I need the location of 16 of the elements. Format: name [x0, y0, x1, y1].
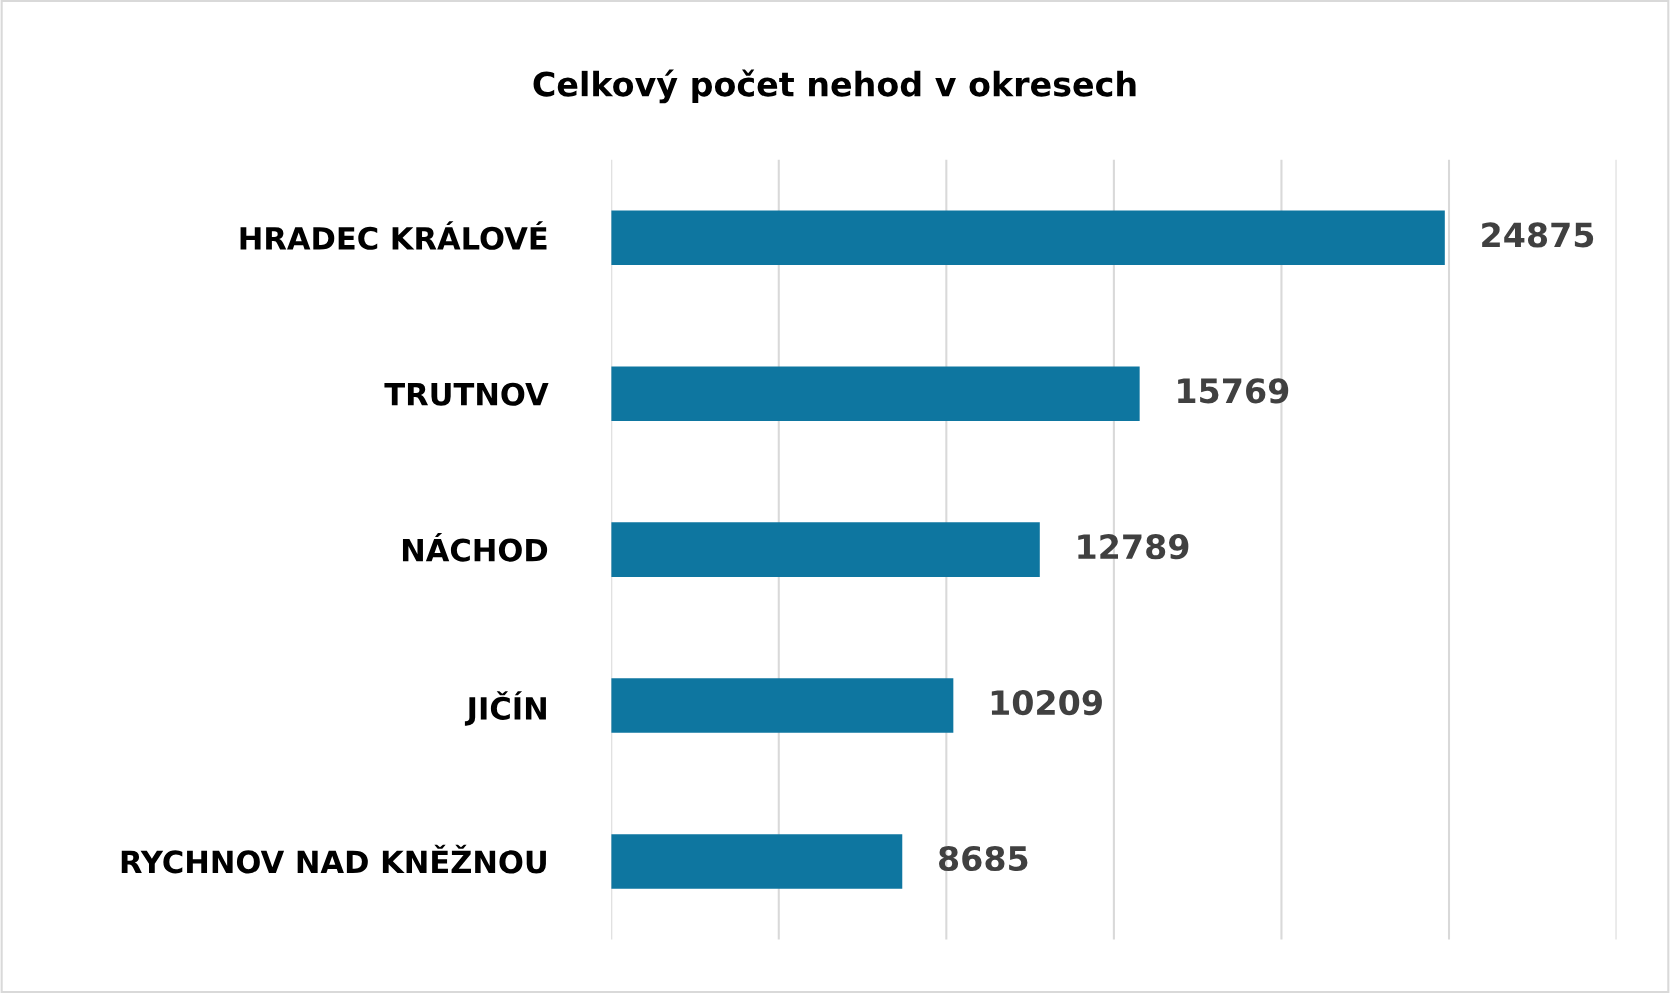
- bar: [611, 366, 1140, 422]
- y-tick-label: JIČÍN: [464, 691, 546, 726]
- bar: [611, 678, 954, 733]
- data-label: 15769: [1178, 378, 1289, 404]
- bar: [611, 834, 903, 889]
- y-tick-label: TRUTNOV: [384, 382, 549, 406]
- bar: [611, 210, 1445, 266]
- data-label: 24875: [1482, 222, 1594, 248]
- y-tick-label: HRADEC KRÁLOVÉ: [240, 221, 547, 250]
- chart-title: Celkový počet nehod v okresech: [533, 69, 1136, 104]
- bar: [611, 522, 1040, 577]
- y-tick-label: NÁCHOD: [402, 532, 548, 562]
- data-label: 8685: [939, 845, 1028, 872]
- data-label: 12789: [1078, 534, 1189, 560]
- y-tick-label: RYCHNOV NAD KNĚŽNOU: [121, 844, 546, 874]
- data-label: 10209: [991, 689, 1102, 716]
